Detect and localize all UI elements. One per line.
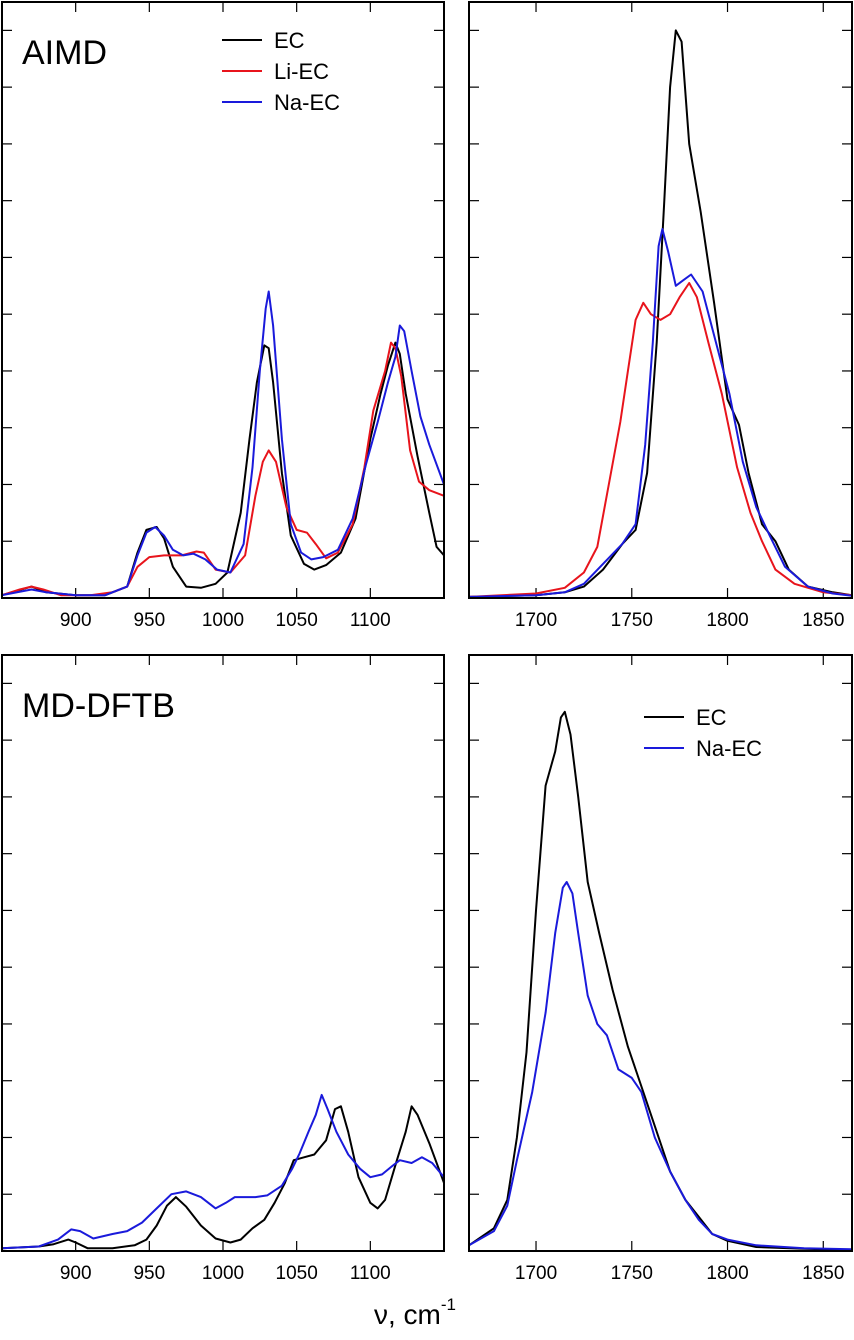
x-tick-label: 1850	[802, 610, 844, 631]
panel-bottom-right: 1700 1750 1800 1850 EC Na-EC	[468, 654, 853, 1284]
legend-label-ec: EC	[696, 705, 727, 730]
x-tick-label: 1800	[706, 610, 748, 631]
series-line-na-ec	[2, 1093, 444, 1250]
series-line-na-ec	[469, 881, 852, 1251]
x-tick-label: 1750	[611, 1263, 653, 1284]
x-tick-label: 1050	[276, 610, 318, 631]
x-tick-label: 1700	[515, 610, 557, 631]
x-tick-label: 900	[60, 610, 92, 631]
x-tick-label: 1700	[515, 1263, 557, 1284]
plot-frame	[1, 1, 445, 599]
series-line-ec	[469, 710, 852, 1251]
x-axis-label-text: ν, cm	[374, 1299, 441, 1330]
x-tick-label: 1850	[802, 1263, 844, 1284]
plot-frame	[468, 654, 853, 1252]
legend-label-li-ec: Li-EC	[274, 59, 329, 84]
series-line-na-ec	[469, 228, 852, 598]
x-tick-label: 1800	[706, 1263, 748, 1284]
plot-frame	[1, 654, 445, 1252]
legend-label-na-ec: Na-EC	[274, 90, 340, 115]
panel-top-left: 900 950 1000 1050 1100 AIMD EC Li-EC Na-EC	[1, 1, 445, 631]
series-line-na-ec	[2, 290, 444, 597]
panel-bottom-left: 900 950 1000 1050 1100 MD-DFTB	[1, 654, 445, 1284]
series-line-ec	[2, 1105, 444, 1250]
series-line-ec	[2, 341, 444, 597]
x-tick-label: 1750	[611, 610, 653, 631]
legend-label-na-ec: Na-EC	[696, 736, 762, 761]
x-tick-label: 1050	[276, 1263, 318, 1284]
legend-label-ec: EC	[274, 28, 305, 53]
x-tick-label: 900	[60, 1263, 92, 1284]
x-tick-label: 1100	[350, 610, 391, 631]
x-axis-label: ν, cm-1	[374, 1295, 456, 1330]
panel-top-right: 1700 1750 1800 1850	[468, 1, 853, 631]
x-axis-label-exponent: -1	[441, 1295, 456, 1314]
panel-title: AIMD	[22, 34, 107, 72]
panel-title: MD-DFTB	[22, 687, 175, 725]
x-tick-label: 1000	[202, 610, 244, 631]
x-tick-label: 1100	[350, 1263, 391, 1284]
x-tick-label: 950	[133, 610, 165, 631]
series-line-li-ec	[469, 282, 852, 598]
series-line-ec	[469, 29, 852, 598]
series-line-li-ec	[2, 341, 444, 597]
x-tick-label: 1000	[202, 1263, 244, 1284]
plot-frame	[468, 1, 853, 599]
x-tick-label: 950	[133, 1263, 165, 1284]
